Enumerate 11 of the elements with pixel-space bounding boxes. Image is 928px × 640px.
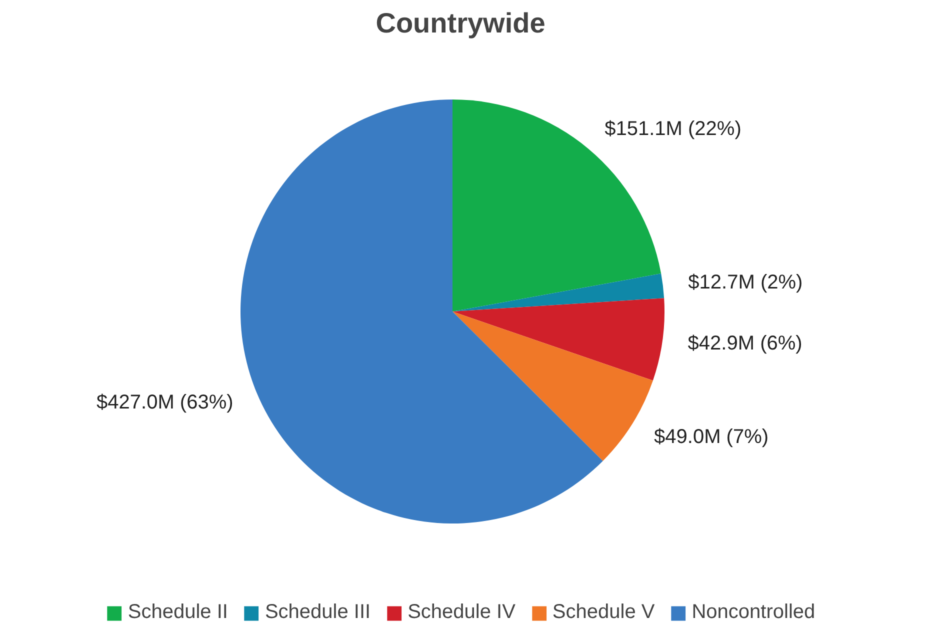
data-label: $12.7M (2%) bbox=[688, 272, 803, 294]
data-label: $49.0M (7%) bbox=[654, 426, 769, 448]
legend-label: Schedule IV bbox=[408, 601, 516, 624]
data-label: $151.1M (22%) bbox=[604, 118, 742, 140]
data-label: $427.0M (63%) bbox=[96, 392, 234, 414]
data-label: $42.9M (6%) bbox=[688, 332, 802, 354]
legend-label: Noncontrolled bbox=[692, 601, 816, 624]
chart-title: Countrywide bbox=[376, 8, 546, 38]
legend-label: Schedule II bbox=[128, 601, 228, 624]
legend-label: Schedule III bbox=[264, 601, 371, 624]
legend-label: Schedule V bbox=[552, 601, 655, 624]
